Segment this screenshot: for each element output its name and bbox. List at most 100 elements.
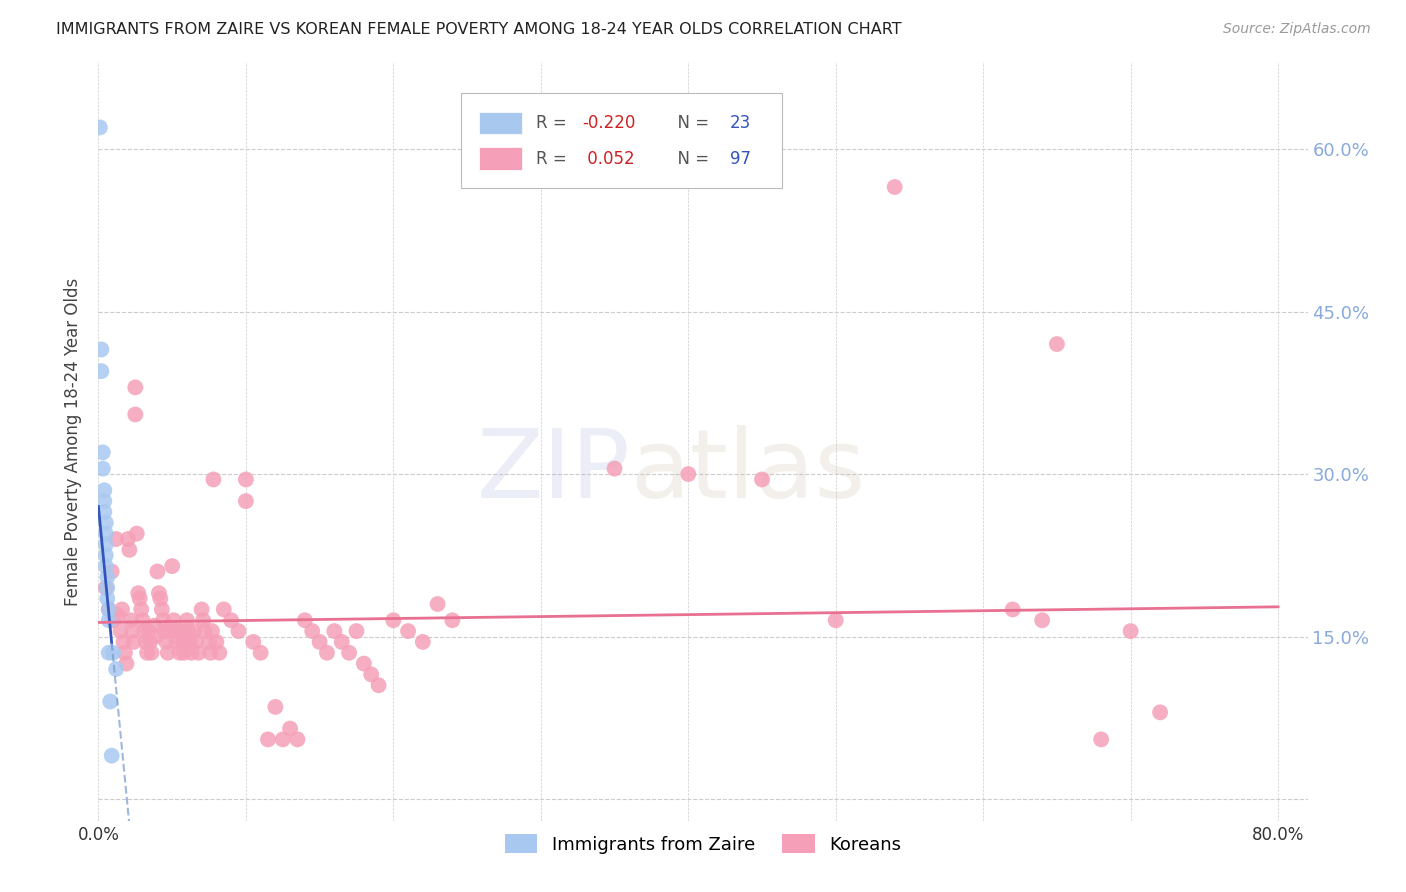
Point (124, 380, 146, 394)
Point (180, 646, 202, 660)
Point (96, 581, 118, 595)
Point (152, 613, 174, 627)
Point (1046, 337, 1069, 351)
Point (200, 646, 222, 660)
Point (287, 732, 309, 747)
Point (316, 646, 339, 660)
Point (105, 662, 128, 676)
Point (101, 613, 124, 627)
Point (94, 516, 117, 530)
Point (271, 732, 294, 747)
Point (114, 646, 136, 660)
Text: N =: N = (666, 114, 714, 132)
Point (97, 602, 120, 616)
Point (1149, 706, 1171, 720)
Point (382, 613, 405, 627)
Point (208, 646, 231, 660)
Point (190, 602, 212, 616)
Point (257, 732, 280, 747)
Point (751, 473, 773, 487)
Text: atlas: atlas (630, 425, 866, 518)
Point (264, 699, 287, 714)
Point (127, 586, 149, 600)
Point (166, 635, 188, 649)
Point (111, 602, 134, 616)
Point (170, 624, 193, 639)
Point (337, 646, 360, 660)
Point (139, 635, 162, 649)
Point (90, 343, 112, 357)
Point (191, 613, 214, 627)
Point (97, 646, 120, 660)
Point (125, 526, 148, 541)
Point (441, 613, 464, 627)
Point (100, 748, 122, 763)
Point (93, 494, 115, 508)
Point (149, 591, 172, 606)
Point (278, 722, 301, 736)
Point (367, 678, 389, 692)
Point (122, 635, 145, 649)
Point (330, 635, 353, 649)
Point (105, 532, 128, 546)
Point (228, 624, 250, 639)
Point (107, 607, 129, 622)
Point (194, 624, 217, 639)
Point (323, 624, 346, 639)
Point (138, 624, 160, 639)
Point (143, 618, 166, 632)
Point (201, 624, 224, 639)
Point (183, 624, 205, 639)
Text: 23: 23 (730, 114, 751, 132)
Point (124, 408, 146, 422)
Point (146, 565, 169, 579)
Text: IMMIGRANTS FROM ZAIRE VS KOREAN FEMALE POVERTY AMONG 18-24 YEAR OLDS CORRELATION: IMMIGRANTS FROM ZAIRE VS KOREAN FEMALE P… (56, 22, 901, 37)
Point (205, 635, 228, 649)
Point (96, 570, 118, 584)
Point (157, 624, 180, 639)
Point (353, 657, 375, 671)
Point (94, 537, 117, 551)
Point (141, 646, 163, 660)
Point (93, 505, 115, 519)
Point (148, 586, 170, 600)
Point (117, 532, 139, 546)
Point (678, 467, 700, 481)
Point (173, 646, 195, 660)
Point (235, 494, 257, 508)
Point (212, 602, 235, 616)
Point (426, 597, 449, 611)
Text: Source: ZipAtlas.com: Source: ZipAtlas.com (1223, 22, 1371, 37)
Text: ZIP: ZIP (477, 425, 630, 518)
Point (172, 635, 194, 649)
Point (883, 180, 905, 194)
Point (202, 473, 225, 487)
Point (603, 461, 626, 475)
Point (179, 635, 201, 649)
Point (128, 591, 150, 606)
Point (97, 602, 120, 616)
Point (98, 694, 121, 708)
Point (396, 624, 419, 639)
Text: R =: R = (536, 150, 572, 168)
Point (824, 613, 846, 627)
Point (169, 646, 191, 660)
Point (100, 565, 122, 579)
Point (94, 548, 117, 563)
Bar (479, 112, 522, 135)
Point (110, 624, 132, 639)
Point (249, 646, 271, 660)
Point (160, 559, 183, 574)
Point (90, 364, 112, 378)
Point (187, 646, 209, 660)
Text: N =: N = (666, 150, 714, 168)
Point (115, 657, 138, 671)
Point (165, 624, 187, 639)
Point (1001, 602, 1024, 616)
Text: -0.220: -0.220 (582, 114, 636, 132)
Point (94, 581, 117, 595)
Point (1119, 624, 1142, 639)
Point (91, 461, 114, 475)
Point (97, 613, 120, 627)
Point (360, 667, 382, 681)
